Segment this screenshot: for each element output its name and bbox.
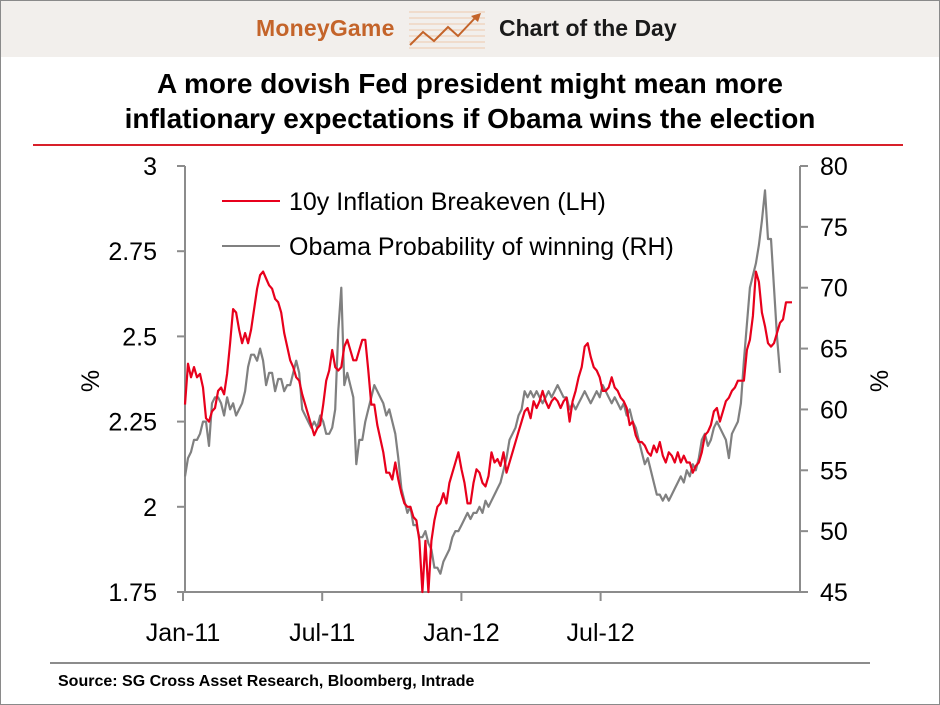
x-tick-label: Jan-11 <box>146 619 221 647</box>
x-tick-label: Jul-12 <box>567 619 635 647</box>
brand-name: MoneyGame <box>256 15 395 41</box>
legend-label-breakeven: 10y Inflation Breakeven (LH) <box>289 188 606 216</box>
footer-divider <box>50 662 870 664</box>
rising-chart-icon <box>409 11 485 49</box>
chart-title-line-2: inflationary expectations if Obama wins … <box>124 103 816 134</box>
legend: 10y Inflation Breakeven (LH) Obama Proba… <box>222 188 674 261</box>
right-axis-ticks: 80 75 70 65 60 55 50 45 <box>800 153 848 607</box>
legend-label-obama: Obama Probability of winning (RH) <box>289 233 674 261</box>
right-tick-label: 75 <box>820 214 848 242</box>
x-tick-label: Jul-11 <box>289 619 355 647</box>
left-tick-label: 2.25 <box>108 409 157 437</box>
x-axis-ticks: Jan-11 Jul-11 Jan-12 Jul-12 <box>146 592 635 647</box>
chart-title: A more dovish Fed president might mean m… <box>0 66 940 136</box>
left-tick-label: 2.5 <box>122 323 157 351</box>
title-divider <box>33 144 903 146</box>
series-line-breakeven <box>183 270 792 594</box>
left-tick-label: 2.75 <box>108 238 157 266</box>
right-tick-label: 80 <box>820 153 848 181</box>
chart-title-line-1: A more dovish Fed president might mean m… <box>157 68 783 99</box>
source-note: Source: SG Cross Asset Research, Bloombe… <box>58 673 475 690</box>
right-tick-label: 45 <box>820 579 848 607</box>
axes <box>177 166 806 593</box>
left-tick-label: 1.75 <box>108 579 157 607</box>
left-tick-label: 2 <box>143 494 157 522</box>
right-tick-label: 60 <box>820 396 848 424</box>
section-title: Chart of the Day <box>499 15 677 41</box>
left-axis-title: % <box>77 370 105 392</box>
series-line-obama-probability <box>183 189 782 575</box>
right-tick-label: 65 <box>820 336 848 364</box>
right-tick-label: 70 <box>820 275 848 303</box>
series-lines <box>183 189 792 594</box>
right-axis-title: % <box>866 370 894 392</box>
left-axis-ticks: 3 2.75 2.5 2.25 2 1.75 <box>108 153 185 607</box>
right-tick-label: 55 <box>820 457 848 485</box>
right-tick-label: 50 <box>820 518 848 546</box>
x-tick-label: Jan-12 <box>423 619 499 647</box>
left-tick-label: 3 <box>143 153 157 181</box>
